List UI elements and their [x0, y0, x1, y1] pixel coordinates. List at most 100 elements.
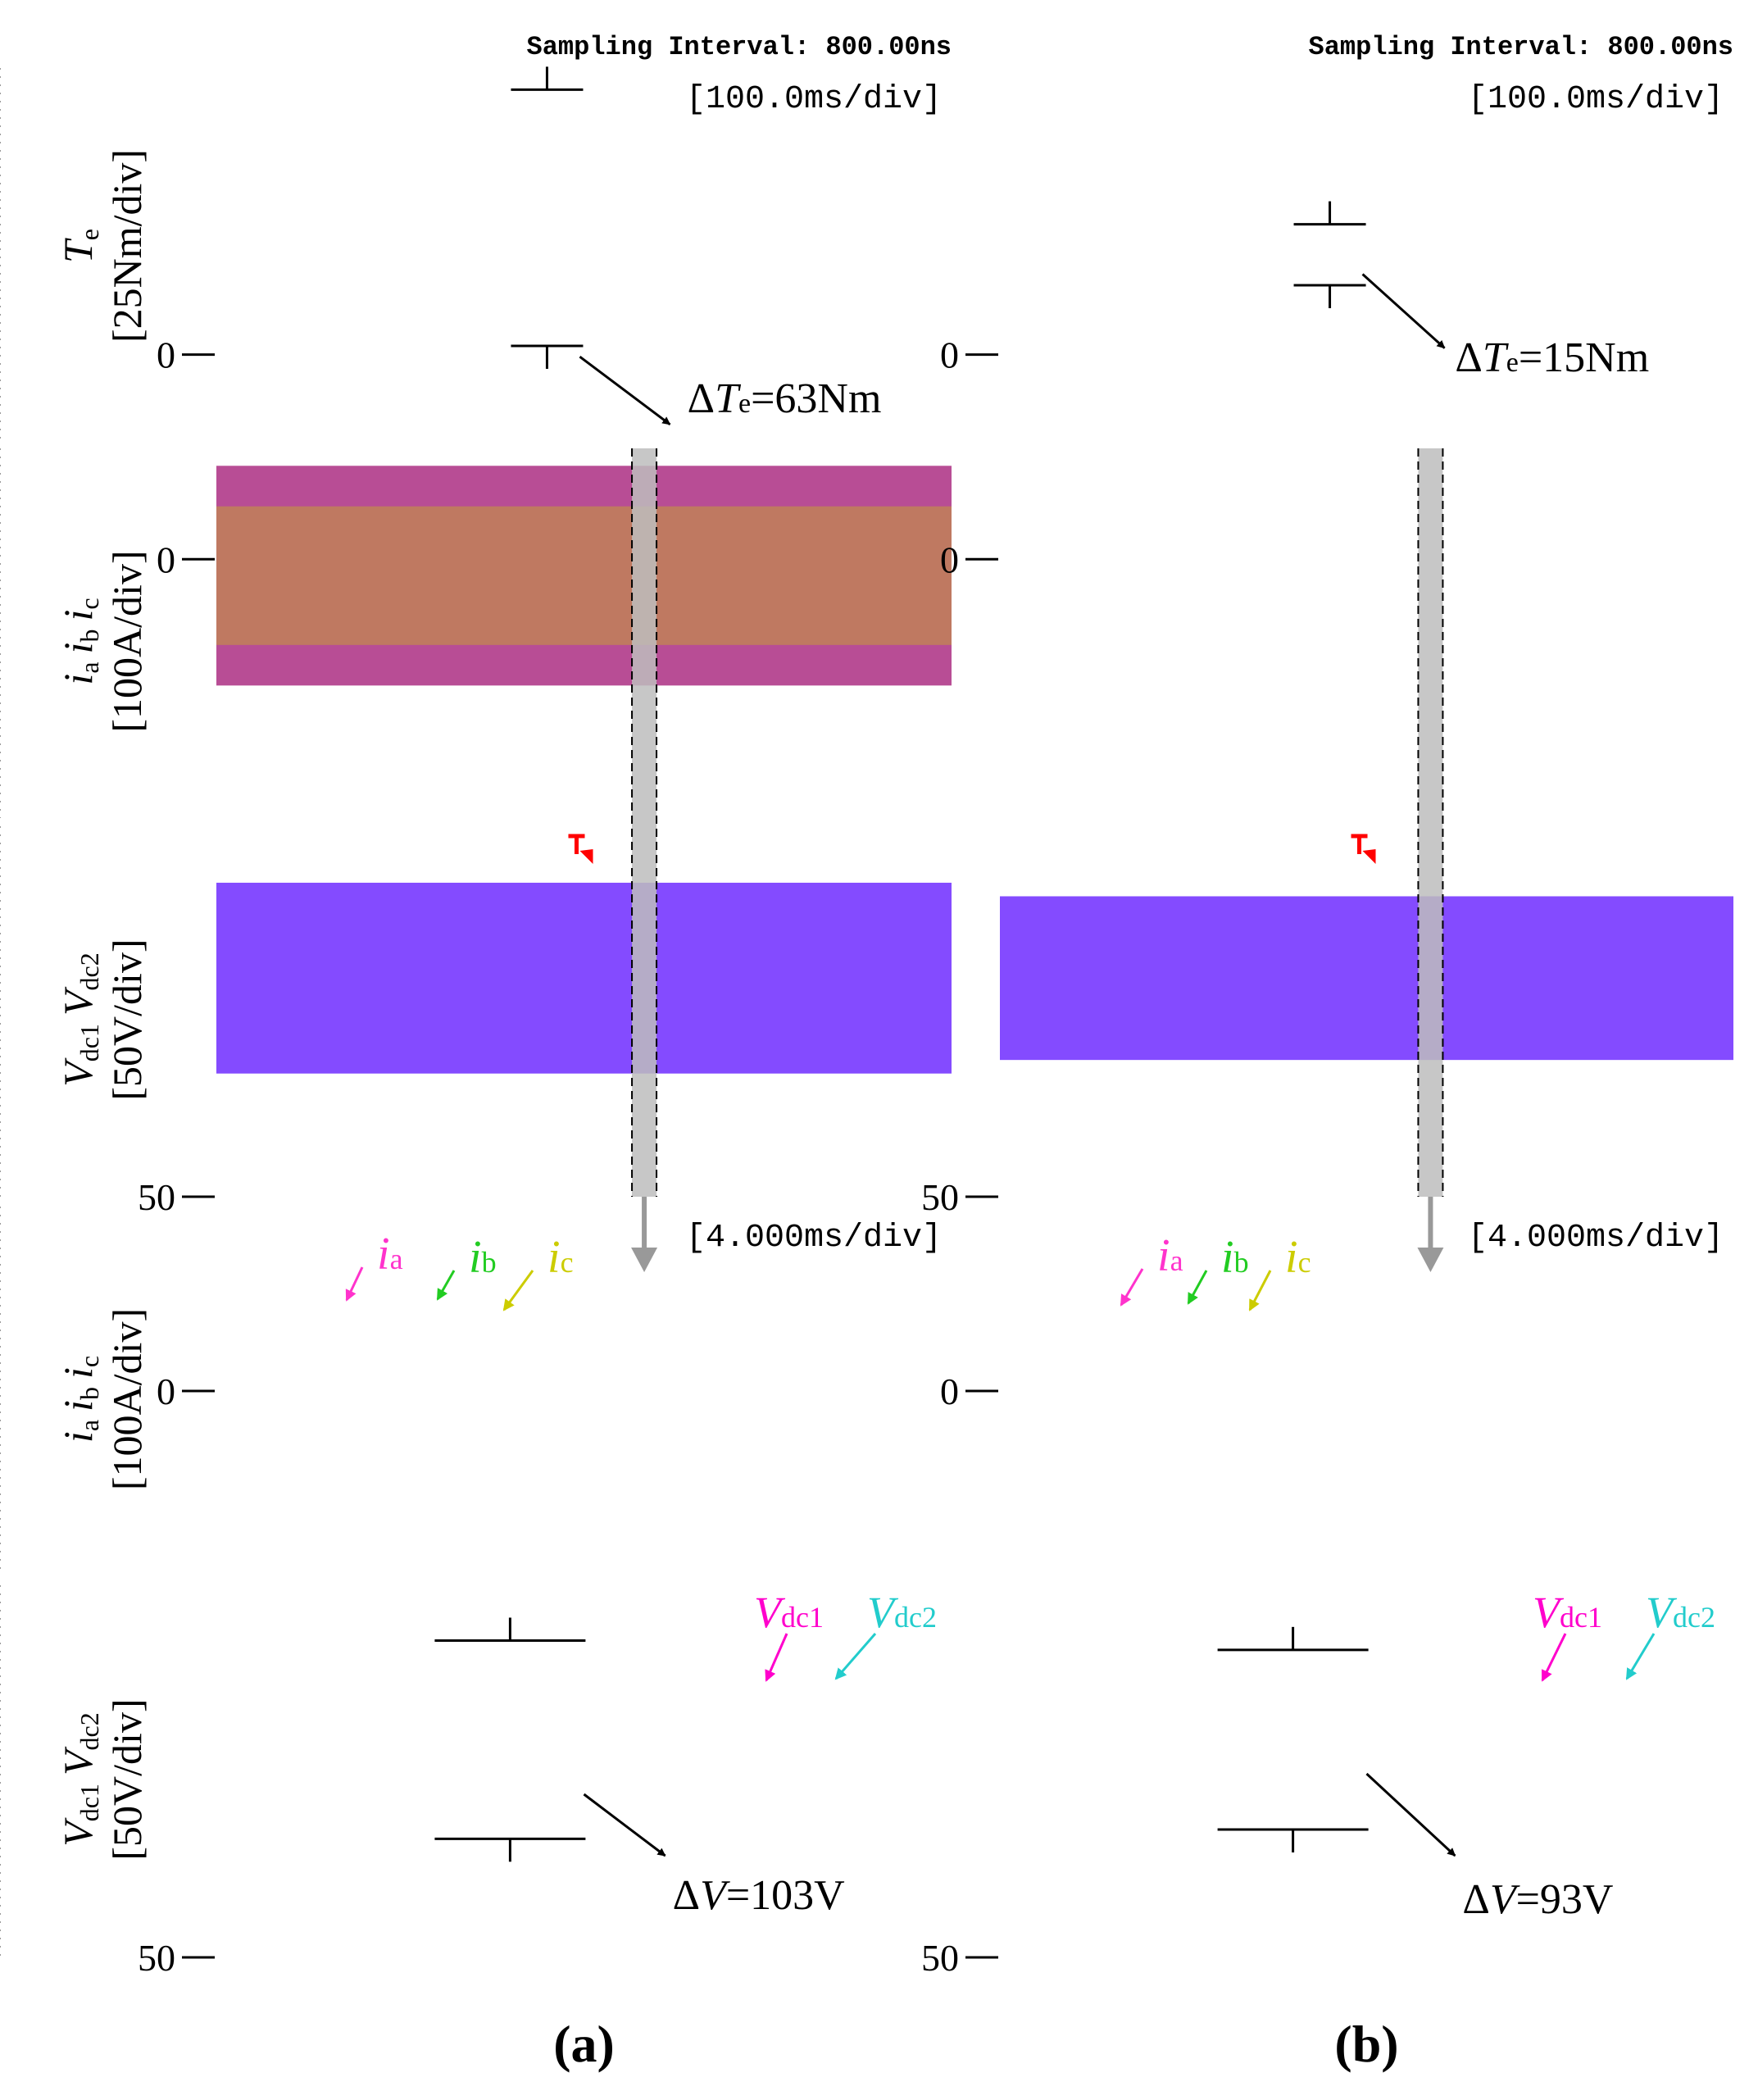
axis-subscript: c	[75, 1356, 104, 1367]
axis-subscript: e	[75, 229, 104, 240]
vdc-envelope-band	[216, 882, 952, 1074]
vdc-zoom-axis-label: 50	[921, 1937, 959, 1979]
vdc-label-dc2: Vdc2	[867, 1588, 937, 1637]
axis-symbol: V	[55, 1746, 101, 1775]
torque-zero-label: 0	[940, 334, 959, 376]
vdc-cursor-bottom	[434, 1837, 586, 1862]
voltage-annotation: ΔV=103V	[673, 1872, 845, 1919]
current-zoom-zero-label: 0	[157, 1370, 175, 1412]
vdc-subscript: dc2	[1673, 1601, 1715, 1634]
torque-cursor-top	[1293, 201, 1366, 226]
voltage-ripple-value: =103V	[726, 1872, 845, 1919]
panel-label: (b)	[1334, 2015, 1398, 2073]
phase-label-a: ia	[377, 1229, 403, 1280]
vdc1-label-arrow	[1541, 1633, 1567, 1682]
phase-label-c: ic	[547, 1232, 574, 1283]
axis-label-torque: Te [25Nm/div]	[55, 149, 150, 343]
vdc-zoom-axis-label: 50	[138, 1937, 175, 1979]
zoom-arrow-head	[631, 1248, 658, 1272]
trigger-t	[568, 834, 585, 854]
sampling-interval-header: Sampling Interval: 800.00ns	[527, 32, 952, 62]
vdc-cursor-bottom	[1217, 1828, 1369, 1852]
ia-label-arrow	[1120, 1268, 1144, 1307]
waveform-layer	[216, 466, 1733, 1074]
torque-symbol: T	[1483, 334, 1509, 381]
timebase-zoom-label: [4.000ms/div]	[1468, 1220, 1724, 1257]
axis-label-vdc: Vdc1Vdc2 [50V/div]	[55, 939, 150, 1100]
delta-symbol: Δ	[673, 1872, 700, 1919]
trigger-t	[1351, 834, 1368, 854]
axis-symbol: V	[55, 1817, 101, 1847]
axis-scale: [100A/div]	[104, 550, 150, 732]
timebase-label: [100.0ms/div]	[686, 81, 942, 118]
axis-label-currents: iaibic [100A/div]	[55, 550, 150, 732]
vdc-subscript: dc2	[894, 1601, 937, 1634]
phase-subscript: b	[1234, 1246, 1249, 1279]
trigger-marker	[568, 834, 593, 864]
vdc1-label-arrow	[765, 1633, 788, 1682]
axis-symbol: i	[55, 1400, 101, 1411]
axis-symbol-line: Vdc1Vdc2	[55, 1712, 104, 1847]
axis-subscript: a	[75, 1420, 104, 1431]
vdc-axis-label: 50	[921, 1176, 959, 1218]
ib-label-arrow	[1187, 1270, 1208, 1305]
delta-symbol: Δ	[688, 375, 715, 422]
current-zero-label: 0	[940, 539, 959, 580]
ic-label-arrow	[1248, 1270, 1272, 1311]
zoom-region	[632, 448, 657, 1197]
axis-subscript: b	[75, 630, 104, 643]
axis-subscript: a	[75, 661, 104, 673]
vdc2-label-arrow	[1625, 1633, 1656, 1680]
zoom-highlight	[1417, 448, 1444, 1272]
axis-symbol: i	[55, 610, 101, 621]
axis-symbol-line: Te	[55, 229, 104, 263]
torque-ripple-value: =63Nm	[751, 375, 881, 422]
torque-cursor-bottom	[511, 344, 584, 369]
axis-subscript: dc1	[75, 1024, 104, 1061]
phase-subscript: c	[561, 1246, 574, 1279]
axis-symbol-line: iaibic	[55, 1356, 104, 1443]
phase-symbol: i	[1221, 1232, 1234, 1283]
vdc-subscript: dc1	[781, 1601, 824, 1634]
voltage-annotation: ΔV=93V	[1462, 1876, 1613, 1923]
vdc-label-dc2: Vdc2	[1646, 1588, 1715, 1637]
voltage-annotation-arrow	[583, 1793, 666, 1857]
voltage-symbol: V	[1490, 1876, 1520, 1923]
phase-subscript: a	[1170, 1244, 1183, 1277]
vdc-cursor-top	[434, 1617, 586, 1643]
timebase-zoom-label: [4.000ms/div]	[686, 1220, 942, 1257]
voltage-annotation-arrow	[1365, 1772, 1456, 1857]
trigger-arrow	[1362, 849, 1376, 864]
axis-label-vdc-zoom: Vdc1Vdc2 [50V/div]	[55, 1698, 150, 1860]
zoom-arrow-head	[1417, 1248, 1444, 1272]
voltage-ripple-value: =93V	[1516, 1876, 1614, 1923]
torque-subscript: e	[1506, 348, 1519, 378]
vdc-axis-label: 50	[138, 1176, 175, 1218]
torque-annotation: ΔTe=63Nm	[688, 375, 882, 422]
vdc-cursor-top	[1217, 1626, 1369, 1652]
delta-symbol: Δ	[1455, 334, 1482, 381]
vdc-symbol: V	[867, 1588, 899, 1637]
phase-symbol: i	[1285, 1232, 1298, 1283]
axis-symbol: V	[55, 1057, 101, 1087]
vdc-symbol: V	[1533, 1588, 1565, 1637]
phase-symbol: i	[469, 1232, 482, 1283]
phase-subscript: c	[1298, 1246, 1311, 1279]
torque-cursor-top	[511, 66, 584, 91]
voltage-symbol: V	[700, 1872, 730, 1919]
axis-subscript: dc1	[75, 1784, 104, 1821]
vdc2-label-arrow	[834, 1633, 877, 1680]
torque-ripple-value: =15Nm	[1519, 334, 1649, 381]
current-zoom-zero-label: 0	[940, 1370, 959, 1412]
phase-symbol: i	[377, 1229, 390, 1280]
text-layer: Sampling Interval: 800.00ns 0 [100.0ms/div…	[55, 32, 1733, 2073]
delta-symbol: Δ	[1462, 1876, 1489, 1923]
torque-symbol: T	[715, 375, 741, 422]
axis-scale: [25Nm/div]	[104, 149, 150, 343]
timebase-label: [100.0ms/div]	[1468, 81, 1724, 118]
vdc-symbol: V	[1646, 1588, 1678, 1637]
axis-subscript: dc2	[75, 952, 104, 990]
torque-annotation-arrow	[1361, 273, 1446, 349]
phase-label-a: ia	[1157, 1230, 1183, 1281]
phase-symbol: i	[1157, 1230, 1170, 1281]
